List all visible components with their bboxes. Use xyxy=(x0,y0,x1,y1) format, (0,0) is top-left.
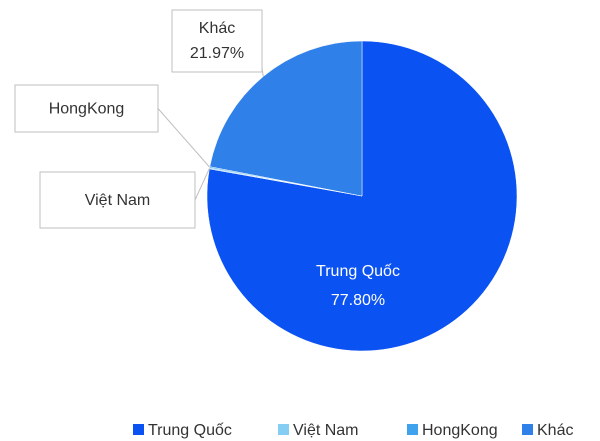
data-label: 21.97% xyxy=(190,45,244,62)
label-box xyxy=(14,84,159,133)
data-label-name: Khác xyxy=(199,20,235,37)
legend-swatch xyxy=(278,424,289,435)
data-label-name: Trung Quốc xyxy=(316,263,400,280)
legend-label: Trung Quốc xyxy=(148,422,232,439)
data-label: 77.80% xyxy=(331,292,385,309)
legend-label: Khác xyxy=(537,422,573,439)
legend-swatch xyxy=(407,424,418,435)
data-label-name: HongKong xyxy=(49,101,125,118)
leader-line xyxy=(194,168,210,201)
legend-swatch xyxy=(522,424,533,435)
label-box xyxy=(171,9,263,73)
pie-slice xyxy=(209,40,363,197)
label-box xyxy=(39,171,196,229)
legend-label: Việt Nam xyxy=(293,422,359,439)
legend-swatch xyxy=(133,424,144,435)
legend-label: HongKong xyxy=(422,422,498,439)
leader-line xyxy=(157,108,211,168)
data-label-name: Việt Nam xyxy=(85,192,151,209)
